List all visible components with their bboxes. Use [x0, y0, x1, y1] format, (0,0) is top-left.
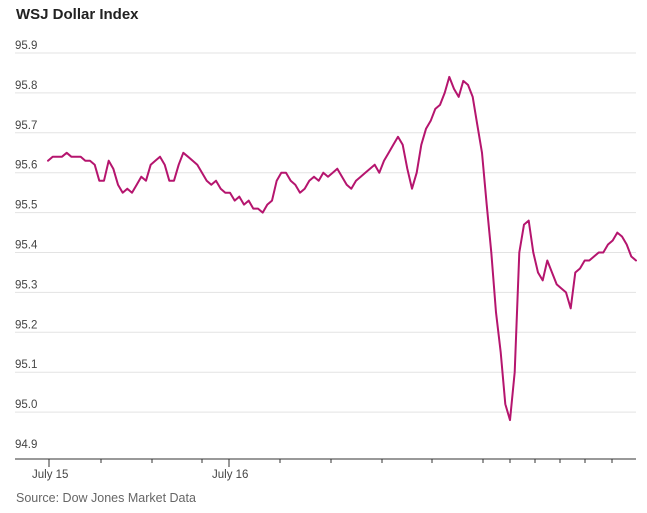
source-note: Source: Dow Jones Market Data	[16, 491, 196, 505]
y-tick-label: 95.4	[15, 240, 38, 252]
x-tick-label: July 15	[32, 469, 68, 481]
y-tick-label: 95.0	[15, 399, 37, 411]
y-tick-label: 95.1	[15, 359, 37, 371]
y-tick-label: 95.6	[15, 160, 37, 172]
chart-title: WSJ Dollar Index	[16, 6, 139, 23]
y-tick-label: 95.9	[15, 40, 37, 52]
x-tick-label: July 16	[212, 469, 248, 481]
y-tick-label: 95.8	[15, 80, 37, 92]
y-tick-label: 95.2	[15, 319, 37, 331]
y-tick-label: 95.7	[15, 120, 37, 132]
y-tick-label: 95.3	[15, 279, 37, 291]
y-axis-tick-labels: 95.9 95.8 95.7 95.6 95.5 95.4 95.3 95.2 95.1 95.0…	[15, 40, 38, 451]
gridlines	[15, 52, 636, 413]
series-line	[47, 75, 637, 422]
series-group	[47, 75, 637, 422]
y-tick-label: 94.9	[15, 439, 37, 451]
x-axis: July 15 July 16	[15, 458, 636, 481]
y-tick-label: 95.5	[15, 200, 37, 212]
